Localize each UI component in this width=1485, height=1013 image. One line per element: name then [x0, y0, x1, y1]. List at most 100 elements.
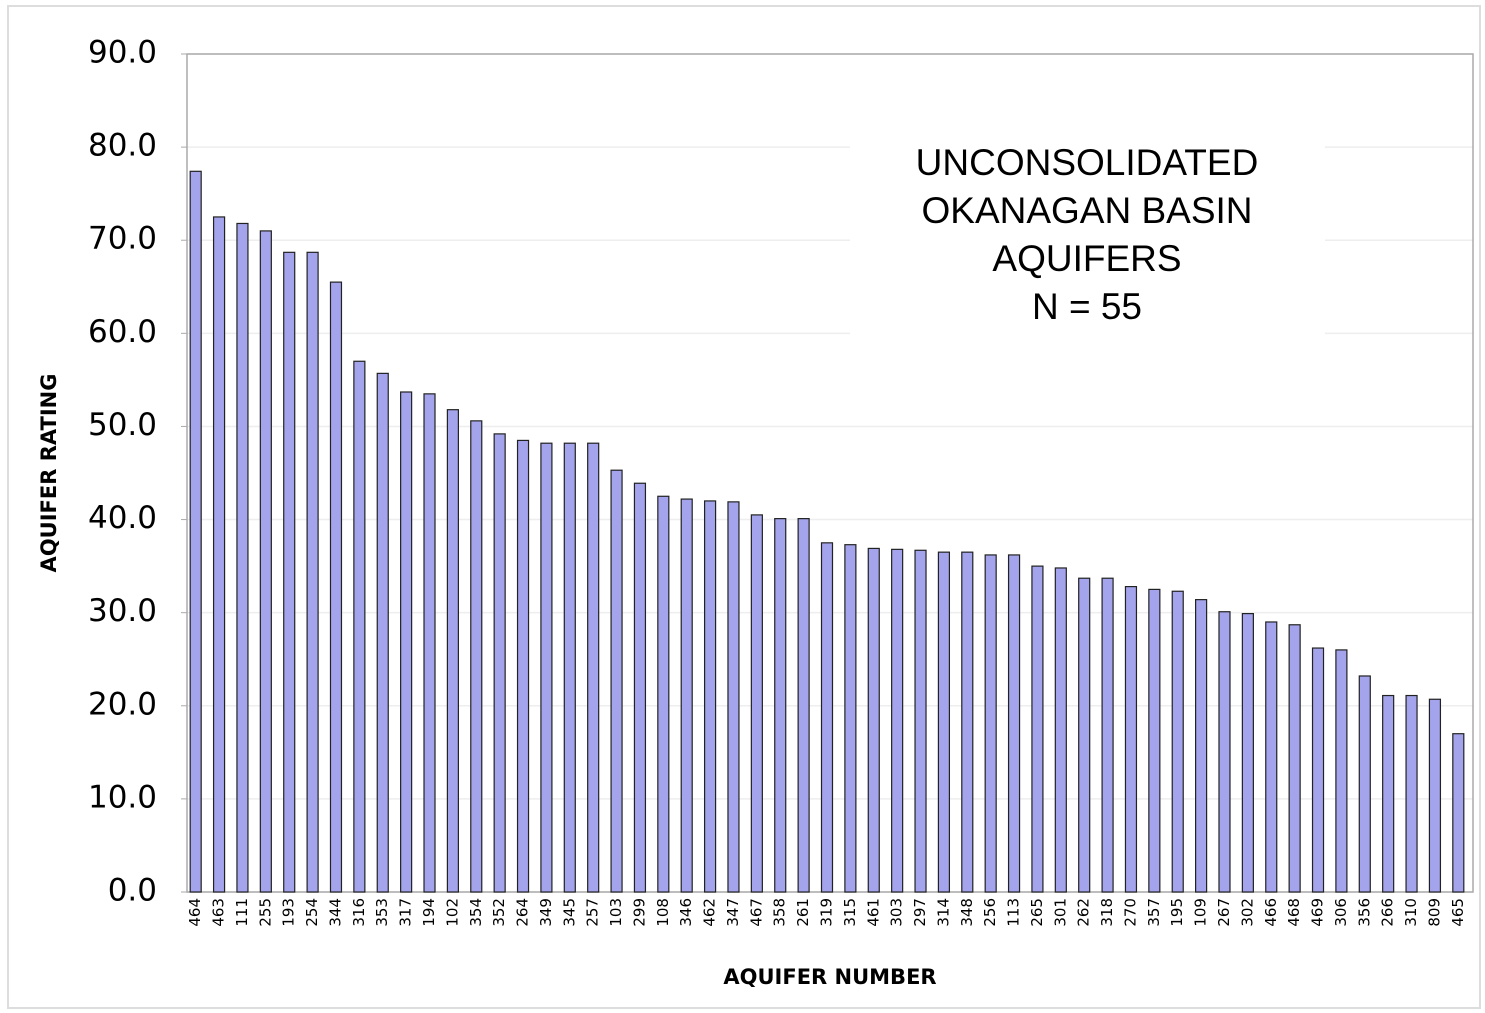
bar	[844, 544, 857, 893]
x-tick-label: 346	[677, 898, 695, 927]
bar	[961, 551, 974, 893]
x-tick-label: 270	[1121, 898, 1139, 927]
x-tick-label: 469	[1309, 898, 1327, 927]
x-tick-label: 358	[771, 898, 789, 927]
x-tick-label: 194	[420, 898, 438, 927]
x-tick-label: 303	[888, 898, 906, 927]
annotation: UNCONSOLIDATED	[916, 142, 1259, 183]
x-tick-label: 467	[747, 898, 765, 927]
bar	[236, 222, 249, 893]
x-tick-label: 809	[1425, 898, 1443, 927]
bar	[657, 495, 670, 893]
bar	[1241, 612, 1254, 893]
x-tick-label: 319	[818, 898, 836, 927]
x-tick-label: 317	[397, 898, 415, 927]
bar	[376, 372, 389, 893]
x-tick-label: 464	[186, 898, 204, 927]
x-tick-label: 254	[303, 898, 321, 927]
bar	[283, 251, 296, 893]
x-tick-label: 301	[1051, 898, 1069, 927]
x-tick-label: 356	[1355, 898, 1373, 927]
bar	[1311, 647, 1325, 893]
bar	[820, 542, 834, 893]
y-tick-label: 20.0	[88, 686, 157, 722]
annotation-box	[850, 135, 1325, 335]
x-tick-label: 466	[1262, 898, 1280, 927]
bar	[774, 518, 787, 893]
x-tick-label: 264	[514, 898, 532, 927]
bar	[1078, 577, 1091, 893]
x-tick-label: 102	[443, 898, 461, 927]
x-tick-label: 468	[1285, 898, 1303, 927]
bar	[563, 442, 576, 893]
bar	[1288, 624, 1301, 893]
x-tick-label: 345	[560, 898, 578, 927]
x-tick-label: 109	[1192, 898, 1210, 927]
x-tick-label: 103	[607, 898, 625, 927]
x-tick-label: 302	[1238, 898, 1256, 927]
x-tick-label: 315	[841, 898, 859, 927]
bar	[493, 433, 506, 893]
bar	[400, 391, 413, 893]
y-tick-label: 10.0	[88, 779, 157, 815]
bar	[329, 281, 343, 893]
bar	[1428, 698, 1442, 893]
bar	[423, 393, 436, 893]
x-tick-label: 193	[280, 898, 298, 927]
bar	[587, 442, 600, 893]
y-tick-label: 30.0	[88, 593, 157, 629]
bar	[984, 554, 997, 893]
x-axis-label: AQUIFER NUMBER	[723, 965, 936, 989]
bar	[1335, 649, 1348, 893]
x-tick-label: 465	[1449, 898, 1467, 927]
x-tick-label: 354	[467, 898, 485, 927]
bar	[1054, 567, 1067, 893]
bar	[1007, 554, 1021, 893]
bar	[259, 230, 272, 893]
x-tick-label: 310	[1402, 898, 1420, 927]
bar	[633, 482, 647, 893]
bar	[610, 469, 623, 893]
bar	[750, 514, 763, 893]
x-tick-label: 344	[326, 898, 344, 927]
bar	[540, 442, 553, 893]
x-tick-label: 261	[794, 898, 812, 927]
x-tick-label: 347	[724, 898, 742, 927]
bar	[516, 439, 530, 893]
x-tick-label: 306	[1332, 898, 1350, 927]
bar	[727, 501, 740, 893]
bar	[891, 548, 904, 893]
x-tick-label: 262	[1075, 898, 1093, 927]
bar	[1171, 590, 1184, 893]
bar	[867, 547, 880, 893]
bar	[446, 409, 459, 893]
x-tick-label: 267	[1215, 898, 1233, 927]
x-tick-label: 348	[958, 898, 976, 927]
y-tick-label: 60.0	[88, 314, 157, 350]
x-tick-label: 462	[701, 898, 719, 927]
x-tick-label: 463	[210, 898, 228, 927]
y-axis-label: AQUIFER RATING	[37, 374, 61, 573]
x-tick-label: 257	[584, 898, 602, 927]
bar	[1031, 565, 1044, 893]
bar	[306, 251, 319, 893]
x-tick-label: 108	[654, 898, 672, 927]
annotation: N = 55	[1032, 286, 1142, 327]
x-tick-label: 316	[350, 898, 368, 927]
bar	[1195, 599, 1208, 893]
bar	[1358, 675, 1371, 893]
x-tick-label: 357	[1145, 898, 1163, 927]
bar	[1148, 588, 1161, 893]
y-tick-label: 80.0	[88, 128, 157, 164]
x-tick-label: 299	[630, 898, 648, 927]
x-tick-label: 256	[981, 898, 999, 927]
bar	[1405, 694, 1418, 893]
y-tick-label: 50.0	[88, 407, 157, 443]
bar	[797, 518, 810, 893]
bar	[470, 420, 483, 893]
x-tick-label: 353	[373, 898, 391, 927]
bar	[914, 549, 927, 893]
x-tick-label: 113	[1005, 898, 1023, 927]
x-tick-label: 349	[537, 898, 555, 927]
